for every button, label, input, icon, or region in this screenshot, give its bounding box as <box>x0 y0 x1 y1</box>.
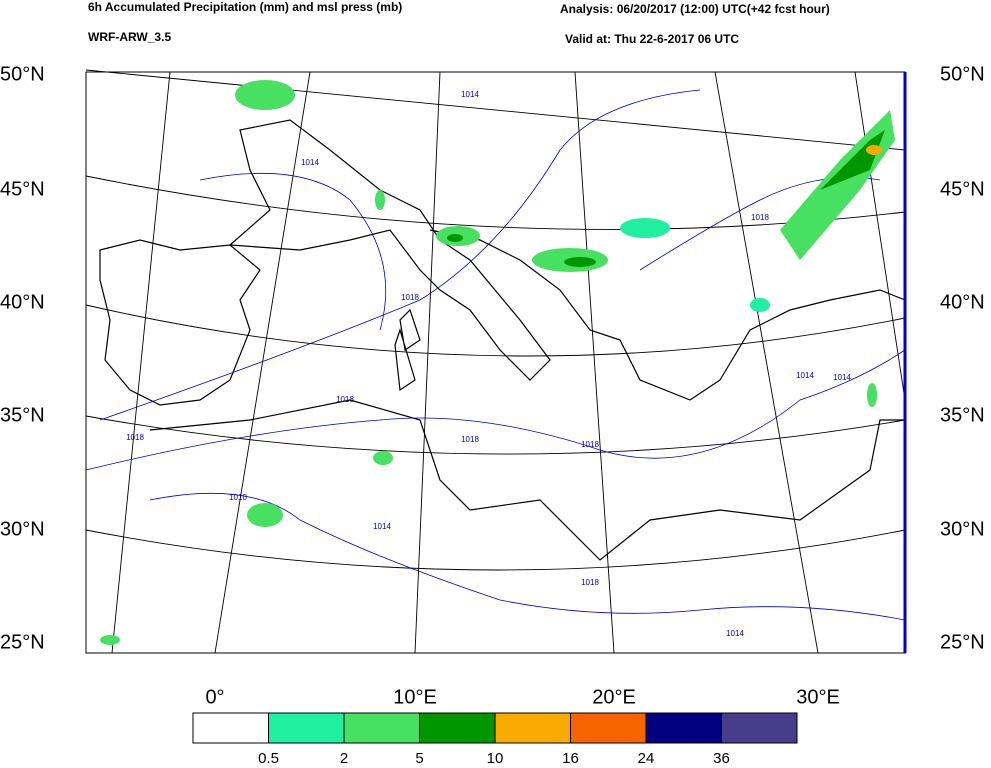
lon-label: 10°E <box>393 686 437 708</box>
lat-label: 45°N <box>940 178 985 200</box>
isobar-label: 1014 <box>373 522 391 531</box>
france-italy <box>228 119 551 381</box>
lat-label: 50°N <box>940 63 985 85</box>
lon-label: 0° <box>205 686 224 708</box>
lat-label: 25°N <box>0 631 45 653</box>
colorbar-box <box>268 712 345 744</box>
analysis: Analysis: 06/20/2017 (12:00) UTC(+42 fcs… <box>560 2 830 16</box>
isobar-label: 1014 <box>461 90 479 99</box>
lat-label: 50°N <box>0 63 45 85</box>
lon-label: 30°E <box>796 686 840 708</box>
meridian <box>714 71 819 654</box>
valid-time: Valid at: Thu 22-6-2017 06 UTC <box>565 32 739 46</box>
isobar-label: 1018 <box>751 213 769 222</box>
lat-label: 30°N <box>0 518 45 540</box>
north-africa <box>149 399 905 561</box>
parallel <box>85 415 906 455</box>
lat-label: 40°N <box>0 291 45 313</box>
lat-label: 40°N <box>940 291 985 313</box>
precipitation <box>100 80 895 645</box>
balkans <box>429 229 906 401</box>
colorbar-box <box>494 712 571 744</box>
lon-label: 20°E <box>592 686 636 708</box>
isobar-label: 1018 <box>126 433 144 442</box>
colorbar-box <box>419 712 496 744</box>
colorbar-box <box>721 712 798 744</box>
lat-label: 35°N <box>940 404 985 426</box>
isobar-label: 1014 <box>301 158 319 167</box>
lat-label: 45°N <box>0 178 45 200</box>
isobar-label: 1018 <box>336 395 354 404</box>
isobar-label: 1018 <box>581 578 599 587</box>
colorbar-label: 36 <box>713 750 730 767</box>
model: WRF-ARW_3.5 <box>88 30 171 44</box>
iberia <box>99 239 261 406</box>
meridian <box>111 71 171 654</box>
colorbar-box <box>192 712 269 744</box>
map-frame <box>85 71 906 654</box>
colorbar-label: 0.5 <box>258 750 279 767</box>
colorbar-box <box>645 712 722 744</box>
isobar-label: 1014 <box>833 373 851 382</box>
isobar-label: 1010 <box>229 493 247 502</box>
parallel <box>85 304 906 357</box>
map-area <box>85 69 907 654</box>
meridian <box>414 71 441 654</box>
title: 6h Accumulated Precipitation (mm) and ms… <box>88 0 402 14</box>
graticule <box>85 69 906 654</box>
parallel <box>85 529 906 571</box>
islands <box>394 308 421 392</box>
isobar-label: 1014 <box>796 371 814 380</box>
lat-label: 25°N <box>940 631 985 653</box>
meridian <box>854 71 906 401</box>
isobar-label: 1018 <box>401 293 419 302</box>
colorbar-label: 10 <box>487 750 504 767</box>
isobar-label: 1018 <box>461 435 479 444</box>
colorbar-label: 16 <box>562 750 579 767</box>
colorbar-box <box>343 712 420 744</box>
coastlines <box>99 119 906 561</box>
colorbar-label: 5 <box>415 750 423 767</box>
lat-label: 35°N <box>0 404 45 426</box>
colorbar-box <box>570 712 647 744</box>
meridian <box>214 71 311 654</box>
parallel <box>85 69 906 151</box>
isobar-label: 1018 <box>581 440 599 449</box>
meridian <box>574 71 615 654</box>
colorbar-label: 24 <box>638 750 655 767</box>
colorbar-label: 2 <box>340 750 348 767</box>
lat-label: 30°N <box>940 518 985 540</box>
isobar-label: 1014 <box>726 629 744 638</box>
